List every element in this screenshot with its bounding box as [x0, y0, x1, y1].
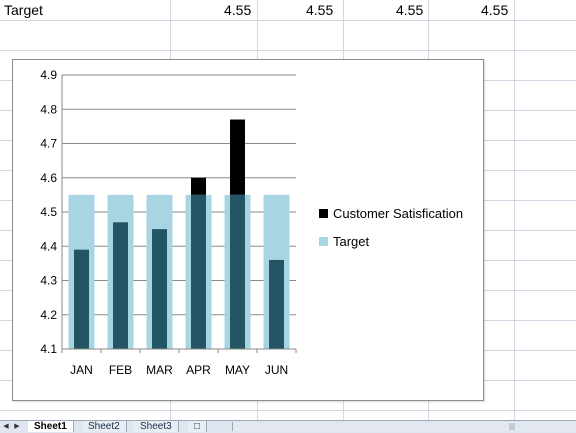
bar-chart[interactable]: 4.1 4.2 4.3 4.4 4.5 4.6 4.7 4.8 4.9 JAN FEB MAR APR M… — [13, 60, 483, 400]
legend-label: Target — [333, 233, 370, 249]
x-tick-label[interactable]: JAN — [70, 363, 93, 377]
horizontal-scrollbar[interactable] — [232, 422, 576, 431]
target-row-label[interactable]: Target — [4, 2, 43, 18]
y-tick-label[interactable]: 4.8 — [40, 102, 57, 116]
legend-item-customer-satisfication[interactable]: Customer Satisfication — [319, 205, 464, 221]
chart-area[interactable]: 4.1 4.2 4.3 4.4 4.5 4.6 4.7 4.8 4.9 JAN FEB MAR APR M… — [12, 59, 484, 401]
insert-sheet-icon[interactable]: □ — [188, 421, 207, 432]
legend-swatch-target — [319, 236, 328, 246]
y-tick-label[interactable]: 4.5 — [40, 205, 57, 219]
target-value-cell[interactable]: 4.55 — [481, 2, 509, 18]
tab-sheet1[interactable]: Sheet1 — [28, 421, 74, 432]
y-tick-label[interactable]: 4.9 — [40, 68, 57, 82]
x-tick-label[interactable]: FEB — [109, 363, 132, 377]
legend-swatch-customer-satisfication — [319, 208, 328, 218]
customer-satisfication-bar-overlap[interactable] — [191, 194, 206, 349]
x-tick-label[interactable]: APR — [186, 363, 211, 377]
target-value-cell[interactable]: 4.55 — [306, 2, 334, 18]
legend-label: Customer Satisfication — [333, 205, 464, 221]
customer-satisfication-bar-overlap[interactable] — [230, 194, 245, 349]
tab-sheet3[interactable]: Sheet3 — [134, 421, 179, 432]
customer-satisfication-bar[interactable] — [269, 259, 284, 349]
y-tick-label[interactable]: 4.7 — [40, 137, 57, 151]
first-sheet-button[interactable]: ◀ — [3, 423, 9, 430]
customer-satisfication-bar[interactable] — [191, 177, 206, 195]
y-tick-label[interactable]: 4.1 — [40, 342, 57, 356]
customer-satisfication-bar[interactable] — [113, 222, 128, 349]
customer-satisfication-bar[interactable] — [230, 119, 245, 195]
legend-item-target[interactable]: Target — [319, 233, 463, 249]
x-tick-label[interactable]: JUN — [265, 363, 288, 377]
x-tick-label[interactable]: MAY — [225, 363, 250, 377]
last-sheet-button[interactable]: ▶ — [14, 423, 20, 430]
customer-satisfication-bar[interactable] — [74, 249, 89, 349]
y-tick-label[interactable]: 4.4 — [40, 239, 57, 253]
y-tick-label[interactable]: 4.3 — [40, 274, 57, 288]
scrollbar-thumb[interactable] — [509, 423, 515, 430]
x-tick-label[interactable]: MAR — [146, 363, 173, 377]
chart-legend[interactable]: Customer Satisfication Target — [319, 206, 463, 262]
customer-satisfication-bar[interactable] — [152, 229, 167, 349]
tab-sheet2[interactable]: Sheet2 — [82, 421, 127, 432]
sheet-tab-bar: ◀ ▶ Sheet1 Sheet2 Sheet3 □ — [0, 420, 576, 433]
y-tick-label[interactable]: 4.6 — [40, 171, 57, 185]
y-tick-label[interactable]: 4.2 — [40, 308, 57, 322]
target-value-cell[interactable]: 4.55 — [396, 2, 424, 18]
target-value-cell[interactable]: 4.55 — [224, 2, 252, 18]
